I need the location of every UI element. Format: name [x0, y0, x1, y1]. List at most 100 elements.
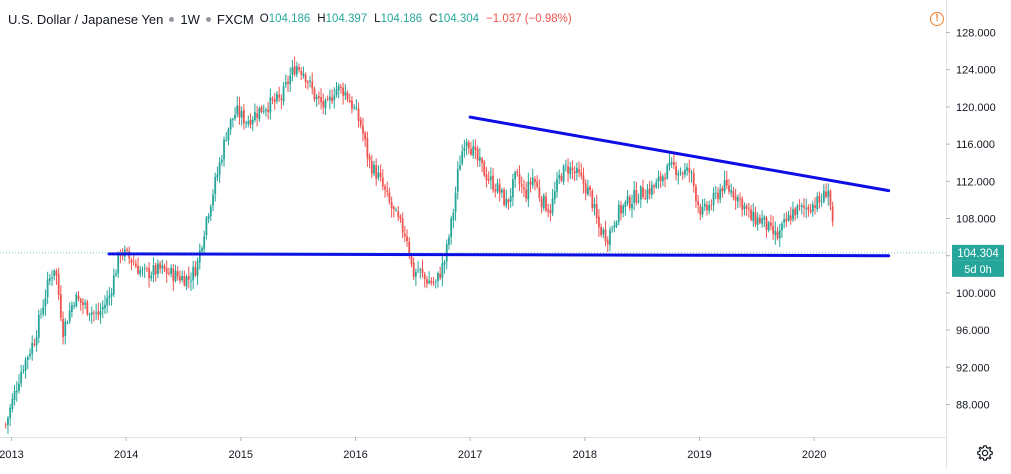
candle-body: [478, 157, 481, 161]
candle-body: [701, 206, 704, 215]
candle-body: [787, 214, 790, 221]
candle-body: [159, 263, 161, 269]
candle-body: [765, 217, 768, 230]
interval-label[interactable]: 1W: [180, 11, 200, 27]
candle-body: [134, 263, 137, 267]
candle-body: [496, 183, 499, 192]
candle-body: [598, 216, 600, 228]
close-label: C: [429, 13, 438, 25]
candle-body: [353, 107, 356, 109]
symbol-title[interactable]: U.S. Dollar / Japanese Yen: [8, 11, 164, 27]
candle-body: [792, 209, 794, 220]
candle-body: [500, 189, 503, 193]
candle-body: [366, 138, 369, 158]
candle-body: [688, 167, 691, 173]
warning-icon[interactable]: !: [930, 12, 944, 26]
candle-body: [406, 236, 408, 241]
candle-body: [730, 190, 733, 193]
candle-body: [655, 182, 658, 188]
candle-body: [368, 156, 371, 161]
candle-body: [174, 270, 177, 281]
candle-body: [518, 173, 521, 184]
candle-body: [564, 165, 567, 167]
candle-body: [322, 101, 325, 107]
separator-dot: [205, 16, 211, 22]
candle-body: [15, 390, 18, 393]
x-tick-label: 2018: [573, 449, 597, 461]
candle-body: [600, 226, 603, 236]
candle-body: [227, 128, 230, 141]
candle-body: [591, 190, 594, 209]
candle-body: [117, 253, 120, 274]
candle-body: [284, 82, 287, 85]
change-value: −1.037 (−0.98%): [486, 13, 572, 25]
candle-body: [86, 301, 89, 315]
high-label: H: [317, 13, 326, 25]
trendlines-layer: [0, 115, 946, 258]
candle-body: [203, 236, 206, 249]
gear-icon[interactable]: [976, 444, 994, 462]
trendline-resistance[interactable]: [468, 115, 891, 193]
candle-body: [403, 233, 406, 237]
candle-body: [743, 205, 746, 209]
candle-body: [567, 166, 569, 174]
candle-body: [628, 197, 631, 208]
candle-body: [798, 205, 801, 207]
candle-body: [661, 176, 664, 182]
candle-body: [212, 194, 214, 206]
candle-body: [538, 187, 541, 198]
candle-body: [772, 225, 775, 235]
candle-body: [745, 206, 748, 209]
candle-body: [84, 302, 87, 305]
candle-body: [46, 279, 49, 298]
candle-body: [710, 205, 713, 207]
candle-body: [412, 262, 415, 277]
candle-body: [183, 275, 186, 286]
candle-body: [99, 311, 102, 315]
x-tick-label: 2015: [229, 449, 253, 461]
candle-body: [611, 228, 614, 230]
candle-body: [260, 106, 263, 112]
candle-body: [536, 181, 539, 187]
candle-body: [79, 299, 82, 303]
candle-body: [723, 180, 726, 192]
candle-body: [456, 169, 459, 192]
candle-body: [161, 265, 164, 269]
candle-body: [818, 195, 821, 203]
candle-body: [717, 192, 719, 199]
candle-body: [803, 205, 805, 208]
candle-body: [714, 192, 717, 194]
candle-body: [551, 198, 554, 213]
candle-body: [306, 81, 309, 84]
candle-body: [379, 172, 382, 177]
candle-body: [512, 179, 514, 198]
candle-body: [732, 191, 735, 198]
candle-body: [381, 177, 384, 187]
candle-body: [589, 186, 591, 191]
candle-body: [73, 305, 75, 307]
countdown-badge-bg: [952, 260, 1004, 277]
candle-body: [622, 205, 625, 214]
candle-body: [258, 108, 261, 120]
candle-body: [185, 276, 188, 287]
candle-body: [7, 417, 9, 426]
candle-body: [439, 273, 442, 278]
candle-body: [66, 322, 69, 324]
last-price-value: 104.304: [957, 248, 999, 260]
candle-body: [728, 185, 730, 192]
candle-body: [752, 211, 755, 222]
candle-body: [40, 313, 42, 315]
candle-body: [112, 275, 115, 295]
candle-body: [298, 67, 300, 70]
candle-body: [414, 272, 417, 277]
candle-body: [238, 105, 241, 118]
candle-body: [315, 96, 318, 99]
candle-body: [421, 268, 424, 274]
candle-body: [476, 148, 479, 161]
candle-body: [498, 184, 501, 194]
candle-body: [699, 205, 702, 215]
trendline-support[interactable]: [107, 252, 891, 258]
candle-body: [209, 206, 212, 217]
